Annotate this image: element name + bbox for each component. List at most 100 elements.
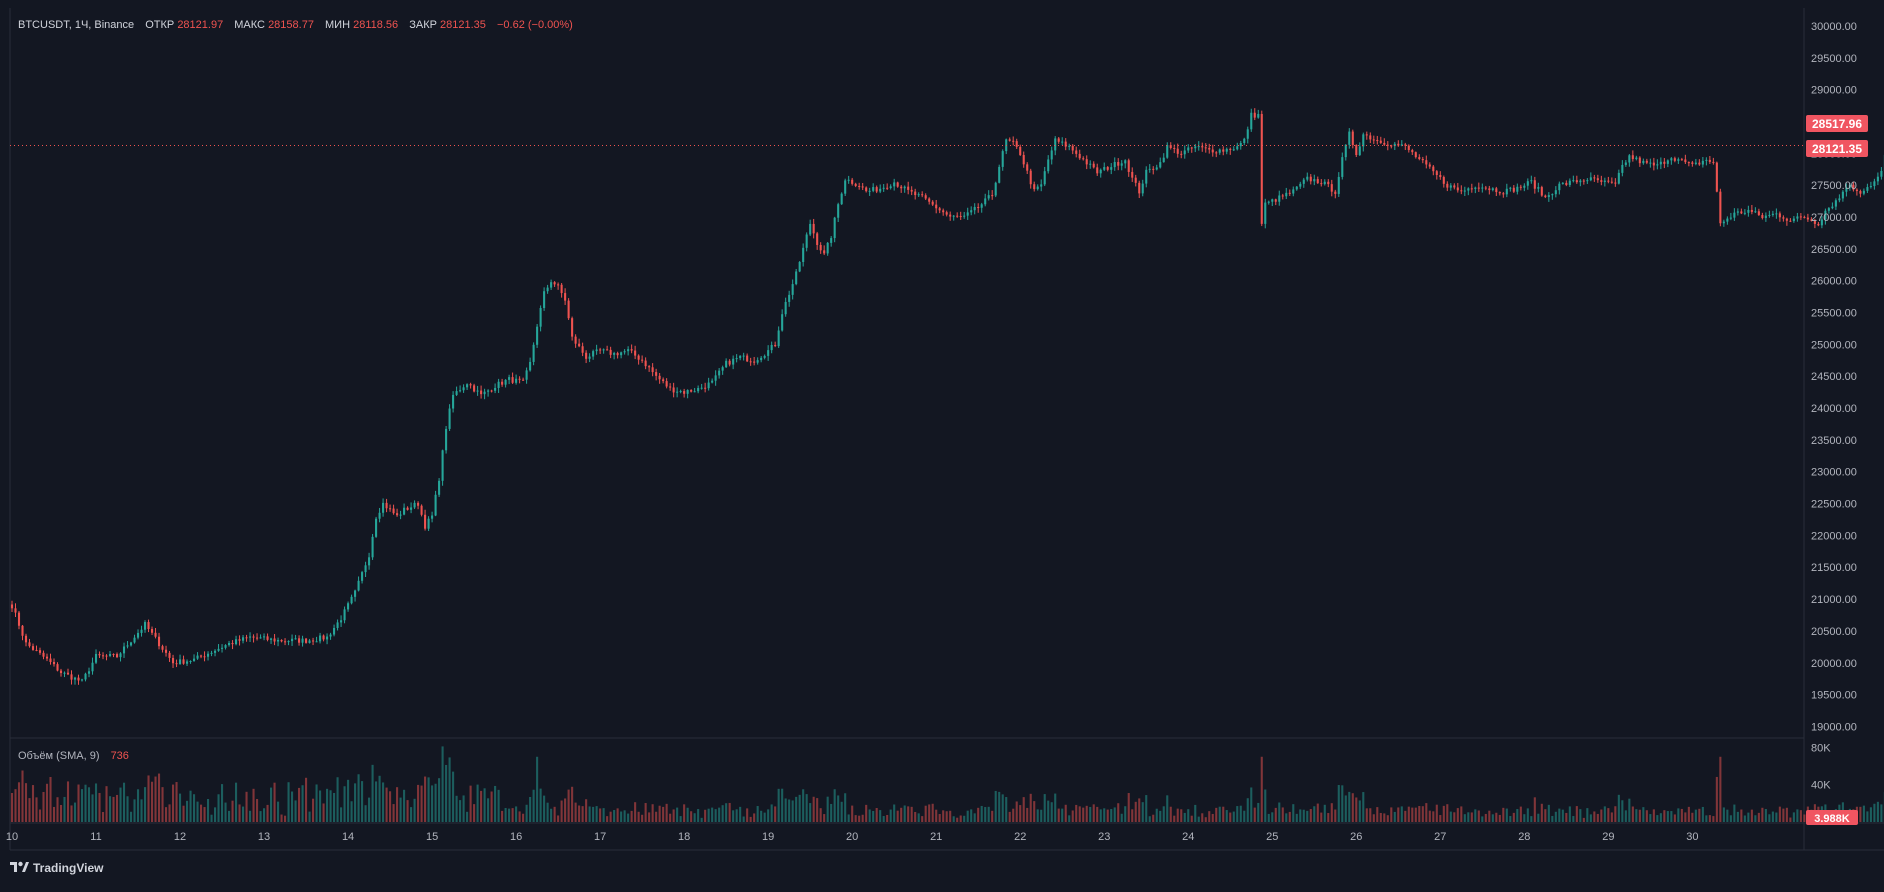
candle-body [179,659,181,664]
volume-bar [652,804,654,822]
volume-bar [203,807,205,822]
volume-bar [389,791,391,822]
volume-bar [816,798,818,822]
candle-body [1618,173,1620,184]
volume-bar [1103,808,1105,822]
candle-body [960,216,962,217]
volume-bar [883,816,885,822]
candle-body [1516,187,1518,192]
candle-body [1866,187,1868,191]
volume-bar [1625,810,1627,822]
volume-bar [126,796,128,822]
volume-bar [554,807,556,822]
candle-body [274,638,276,641]
candle-body [1341,157,1343,177]
volume-bar [28,798,30,822]
candle-body [158,637,160,646]
candle-body [799,262,801,271]
volume-bar [284,816,286,822]
candle-body [56,664,58,670]
time-tick-label: 10 [6,831,18,843]
candle-body [1313,179,1315,181]
volume-bar [1142,802,1144,822]
volume-bar [1156,809,1158,822]
volume-bar [368,798,370,822]
volume-bar [1334,810,1336,822]
candle-body [424,515,426,529]
volume-bar [1348,792,1350,822]
candle-body [1502,193,1504,194]
candle-body [1569,181,1571,185]
volume-bar [848,814,850,822]
volume-bar [67,781,69,822]
candle-body [757,360,759,363]
volume-bar [1093,804,1095,822]
volume-bar [1866,811,1868,822]
candle-body [907,187,909,190]
price-tick-label: 25500.00 [1811,308,1857,320]
volume-bar [309,812,311,822]
candle-body [1460,190,1462,191]
volume-bar [305,778,307,822]
candle-body [690,390,692,392]
volume-bar [39,810,41,822]
candle-body [1240,143,1242,146]
volume-bar [851,806,853,822]
volume-bar [1425,803,1427,822]
volume-bar [1590,814,1592,822]
volume-bar [147,775,149,822]
candle-body [1730,218,1732,219]
candle-body [1499,192,1501,193]
volume-bar [1803,814,1805,822]
volume-bar [1058,809,1060,822]
volume-bar [379,776,381,822]
volume-last-tag-label: 3.988K [1814,813,1850,825]
volume-bar [1121,814,1123,822]
volume-bar [1548,805,1550,822]
candle-body [785,302,787,314]
volume-bar [1646,810,1648,822]
candle-body [1338,177,1340,194]
volume-bar [1264,789,1266,822]
candle-body [1544,196,1546,197]
candle-body [1534,180,1536,188]
candle-body [1796,216,1798,218]
candle-body [669,387,671,388]
symbol-label[interactable]: BTCUSDT, 1Ч, Binance [18,19,134,31]
volume-bar [1460,806,1462,822]
volume-bar [1016,801,1018,822]
candle-body [589,357,591,359]
candle-body [267,636,269,640]
volume-bar [1068,815,1070,822]
volume-bar [1422,806,1424,822]
candle-body [207,654,209,657]
candle-body [263,636,265,637]
candle-body [1653,163,1655,166]
volume-bar [1471,812,1473,822]
volume-bar [1744,815,1746,822]
volume-bar [1677,808,1679,822]
candle-body [1023,155,1025,164]
volume-bar [764,813,766,822]
candle-body [858,186,860,187]
volume-bar [599,808,601,822]
volume-bar [144,787,146,822]
volume-bar [540,789,542,822]
candle-body [900,187,902,189]
candle-body [165,650,167,653]
volume-bar [1387,815,1389,822]
volume-tick-label: 80K [1811,742,1831,754]
candle-body [673,387,675,392]
candle-body [596,349,598,351]
volume-bar [1758,813,1760,822]
volume-bar [1544,809,1546,822]
candle-body [1100,170,1102,174]
candle-body [456,391,458,395]
volume-bar [32,785,34,822]
candle-body [309,640,311,642]
candle-body [1019,147,1021,155]
candle-body [84,674,86,680]
volume-legend[interactable]: Объём (SMA, 9) 736 [18,750,129,762]
